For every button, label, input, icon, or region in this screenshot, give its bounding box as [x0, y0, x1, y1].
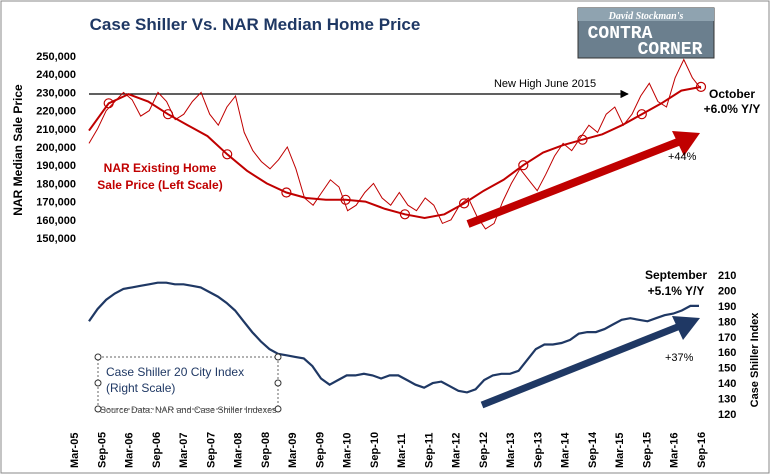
x-tick-label: Sep-11 [423, 433, 435, 468]
cs-pct-label: +37% [665, 352, 694, 364]
x-tick-label: Sep-06 [151, 432, 163, 468]
cs-legend-line1: Case Shiller 20 City Index [106, 365, 244, 379]
left-tick-label: 250,000 [36, 51, 76, 63]
nar-legend-line2: Sale Price (Left Scale) [97, 178, 222, 192]
x-tick-label: Sep-10 [369, 432, 381, 468]
nar-trend-marker [518, 160, 529, 171]
x-tick-label: Sep-15 [641, 432, 653, 468]
september-label: September [645, 268, 707, 282]
right-tick-label: 160 [718, 347, 736, 359]
x-tick-label: Mar-06 [124, 433, 136, 468]
left-tick-label: 190,000 [36, 160, 76, 172]
contra-corner-logo: David Stockman's CONTRA CORNER [577, 7, 715, 60]
x-tick-label: Sep-08 [260, 432, 272, 468]
left-tick-label: 200,000 [36, 142, 76, 154]
right-tick-label: 150 [718, 363, 736, 375]
nar-trend-line [88, 85, 702, 220]
nar-trend-marker [103, 98, 114, 109]
right-tick-label: 180 [718, 316, 736, 328]
right-tick-label: 130 [718, 394, 736, 406]
nar-trend-marker [695, 81, 707, 93]
x-tick-label: Mar-05 [69, 433, 81, 468]
left-axis-label: NAR Median Sale Price [11, 84, 25, 216]
nar-legend-line1: NAR Existing Home [104, 161, 217, 175]
case-shiller-series [88, 281, 699, 394]
right-tick-label: 190 [718, 301, 736, 313]
case-shiller-line [88, 281, 699, 394]
left-tick-label: 170,000 [36, 197, 76, 209]
right-tick-label: 170 [718, 332, 736, 344]
x-tick-label: Mar-08 [233, 433, 245, 468]
x-tick-label: Sep-12 [478, 432, 490, 468]
left-axis-ticks: 250,000 240,000 230,000 220,000 210,000 200,0… [36, 51, 76, 245]
nar-trend-marker [162, 109, 174, 120]
cs-legend-line2: (Right Scale) [106, 381, 175, 395]
nar-trend-marker [399, 209, 410, 220]
nar-trend-marker [222, 149, 233, 160]
x-axis-ticks: Mar-05 Sep-05 Mar-06 Sep-06 Mar-07 Sep-07 Mar-… [69, 431, 708, 468]
x-tick-label: Sep-05 [96, 432, 108, 468]
right-tick-label: 200 [718, 285, 736, 297]
left-tick-label: 210,000 [36, 124, 76, 136]
right-tick-label: 140 [718, 378, 736, 390]
september-yy: +5.1% Y/Y [648, 284, 705, 298]
x-tick-label: Mar-13 [505, 433, 517, 468]
x-tick-label: Sep-09 [314, 432, 326, 468]
source-note: Source Data: NAR and Case Shiller Indexe… [100, 405, 277, 415]
october-label: October [709, 87, 755, 101]
left-tick-label: 160,000 [36, 215, 76, 227]
x-tick-label: Mar-07 [178, 433, 190, 468]
right-tick-label: 120 [718, 409, 736, 421]
new-high-label: New High June 2015 [494, 78, 596, 90]
x-tick-label: Sep-07 [205, 432, 217, 468]
right-axis-ticks: 210 200 190 180 170 160 150 140 130 120 [718, 270, 736, 421]
left-tick-label: 240,000 [36, 69, 76, 81]
right-tick-label: 210 [718, 270, 736, 282]
nar-trend-marker [636, 109, 647, 120]
nar-series [88, 58, 707, 230]
left-tick-label: 220,000 [36, 106, 76, 118]
nar-trend-marker [340, 194, 351, 205]
case-shiller-legend: Case Shiller 20 City Index (Right Scale)… [94, 353, 282, 415]
x-tick-label: Sep-13 [532, 432, 544, 468]
x-tick-label: Mar-10 [342, 433, 354, 468]
right-axis-label: Case Shiller Index [749, 312, 761, 408]
nar-trend-marker [281, 187, 292, 198]
x-tick-label: Sep-14 [587, 431, 599, 468]
x-tick-label: Sep-16 [696, 432, 708, 468]
chart-title: Case Shiller Vs. NAR Median Home Price [90, 15, 421, 34]
logo-line3: CORNER [638, 40, 703, 60]
nar-trend-arrow [466, 131, 700, 228]
nar-pct-label: +44% [668, 151, 697, 163]
logo-line1: David Stockman's [608, 11, 684, 22]
nar-monthly-line [88, 58, 702, 230]
x-tick-label: Mar-14 [560, 432, 572, 468]
nar-trend-marker [459, 198, 470, 209]
logo-line2: CONTRA [588, 24, 653, 44]
left-tick-label: 230,000 [36, 87, 76, 99]
x-tick-label: Mar-15 [614, 433, 626, 468]
x-tick-label: Mar-09 [287, 433, 299, 468]
x-tick-label: Mar-12 [451, 433, 463, 468]
x-tick-label: Mar-16 [669, 433, 681, 468]
october-yy: +6.0% Y/Y [704, 102, 761, 116]
nar-trend-marker [577, 134, 588, 145]
cs-trend-arrow [480, 316, 700, 409]
x-tick-label: Mar-11 [396, 433, 408, 468]
left-tick-label: 180,000 [36, 178, 76, 190]
left-tick-label: 150,000 [36, 233, 76, 245]
